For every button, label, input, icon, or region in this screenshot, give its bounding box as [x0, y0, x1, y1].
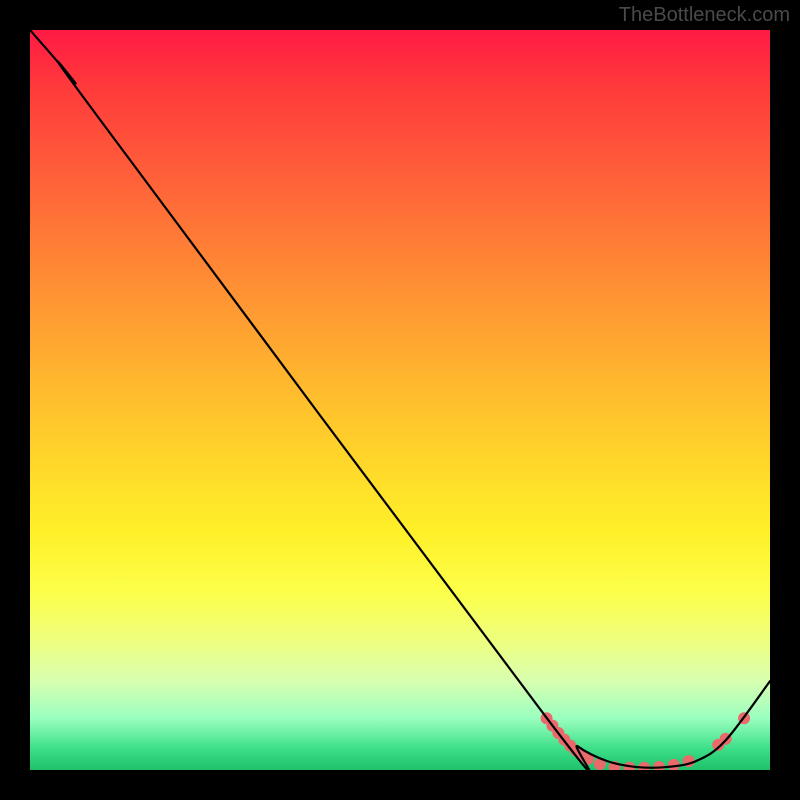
curve-svg — [30, 30, 770, 770]
bottleneck-curve — [30, 30, 770, 770]
marker-point — [668, 759, 680, 770]
markers-group — [541, 712, 751, 770]
plot-area — [30, 30, 770, 770]
watermark-text: TheBottleneck.com — [619, 4, 790, 27]
